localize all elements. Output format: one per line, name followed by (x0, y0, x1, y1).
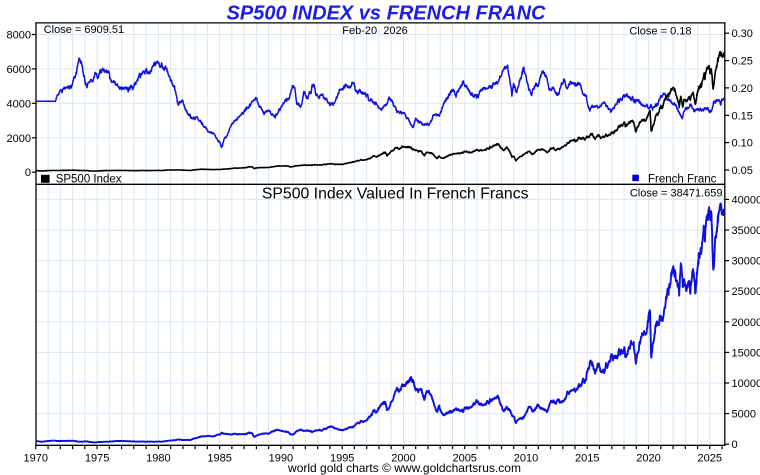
svg-text:SP500 INDEX vs FRENCH FRANC: SP500 INDEX vs FRENCH FRANC (227, 3, 547, 25)
svg-text:1995: 1995 (330, 453, 354, 465)
svg-text:4000: 4000 (7, 98, 31, 110)
svg-text:Close = 6909.51: Close = 6909.51 (44, 24, 124, 36)
svg-text:35000: 35000 (732, 225, 760, 237)
svg-text:1990: 1990 (269, 453, 293, 465)
svg-text:2000: 2000 (7, 133, 31, 145)
svg-text:Close = 0.18: Close = 0.18 (629, 26, 691, 38)
svg-text:0: 0 (25, 167, 31, 179)
svg-text:2010: 2010 (514, 453, 538, 465)
svg-text:0.25: 0.25 (732, 56, 753, 68)
svg-text:0.10: 0.10 (732, 138, 753, 150)
svg-text:0.30: 0.30 (732, 28, 753, 40)
svg-text:25000: 25000 (732, 286, 760, 298)
svg-text:2025: 2025 (698, 453, 722, 465)
svg-text:1975: 1975 (85, 453, 109, 465)
svg-text:0: 0 (732, 439, 738, 451)
svg-text:1985: 1985 (207, 453, 231, 465)
svg-text:Feb-20 2026: Feb-20 2026 (342, 25, 407, 37)
svg-text:Close = 38471.659: Close = 38471.659 (630, 188, 723, 200)
svg-text:2020: 2020 (636, 453, 660, 465)
svg-text:20000: 20000 (732, 317, 760, 329)
svg-text:1970: 1970 (24, 453, 48, 465)
svg-text:2015: 2015 (575, 453, 599, 465)
svg-text:8000: 8000 (7, 30, 31, 42)
svg-text:2000: 2000 (391, 453, 415, 465)
svg-text:6000: 6000 (7, 64, 31, 76)
svg-text:SP500 Index Valued In French F: SP500 Index Valued In French Francs (262, 186, 529, 203)
svg-text:40000: 40000 (732, 194, 760, 206)
svg-text:French Franc: French Franc (648, 174, 717, 186)
svg-text:15000: 15000 (732, 347, 760, 359)
svg-text:world gold charts © www.goldch: world gold charts © www.goldchartsrus.co… (287, 461, 521, 475)
svg-text:5000: 5000 (732, 409, 756, 421)
svg-text:SP500 Index: SP500 Index (56, 174, 122, 186)
svg-text:30000: 30000 (732, 256, 760, 268)
svg-text:10000: 10000 (732, 378, 760, 390)
svg-text:0.15: 0.15 (732, 110, 753, 122)
svg-text:1980: 1980 (146, 453, 170, 465)
svg-text:0.20: 0.20 (732, 83, 753, 95)
svg-text:0.05: 0.05 (732, 165, 753, 177)
svg-text:2005: 2005 (452, 453, 476, 465)
